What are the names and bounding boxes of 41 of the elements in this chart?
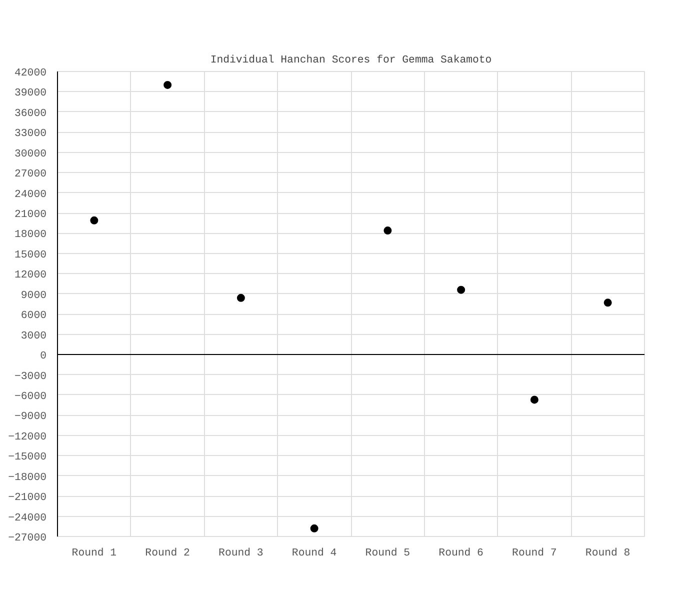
y-tick-label: −3000: [14, 370, 47, 383]
y-tick-label: 21000: [14, 209, 47, 222]
y-tick-label: −12000: [8, 431, 47, 444]
y-tick-label: −15000: [8, 452, 47, 464]
y-tick-label: −27000: [8, 532, 47, 544]
x-tick-label: Round 8: [585, 548, 630, 560]
x-tick-label: Round 3: [218, 548, 264, 560]
point: [384, 226, 392, 235]
y-tick-label: 36000: [14, 108, 47, 120]
point: [310, 524, 318, 532]
point: [530, 396, 538, 404]
y-tick-label: 18000: [14, 229, 47, 242]
x-tick-label: Round 5: [365, 548, 410, 560]
y-tick-label: 15000: [14, 249, 47, 262]
point: [457, 286, 466, 294]
y-tick-label: −9000: [14, 411, 47, 424]
y-tick-label: 24000: [14, 188, 47, 201]
chart-title: Individual Hanchan Scores for Gemma Sakamoto: [210, 54, 492, 66]
y-tick-label: −6000: [14, 390, 47, 403]
x-tick-label: Round 2: [145, 548, 190, 560]
y-tick-label: 3000: [20, 330, 47, 342]
y-tick-label: 33000: [14, 128, 47, 140]
x-tick-label: Round 6: [438, 548, 484, 560]
x-tick-label: Round 4: [292, 548, 337, 560]
y-tick-label: 9000: [20, 290, 47, 302]
y-tick-label: 12000: [14, 270, 47, 282]
y-tick-label: 6000: [20, 310, 47, 322]
y-tick-label: 27000: [14, 168, 47, 181]
x-tick-label: Round 7: [512, 548, 557, 560]
y-tick-label: −18000: [8, 472, 47, 484]
y-tick-label: 42000: [14, 68, 47, 80]
y-tick-label: 30000: [14, 148, 47, 160]
y-tick-label: 39000: [14, 88, 47, 100]
point: [236, 294, 245, 302]
y-tick-label: 0: [40, 350, 47, 363]
point: [164, 80, 172, 89]
point: [604, 298, 612, 307]
y-tick-label: −21000: [8, 492, 47, 504]
point: [90, 216, 98, 224]
y-tick-label: −24000: [8, 512, 47, 524]
x-tick-label: Round 1: [72, 548, 117, 560]
